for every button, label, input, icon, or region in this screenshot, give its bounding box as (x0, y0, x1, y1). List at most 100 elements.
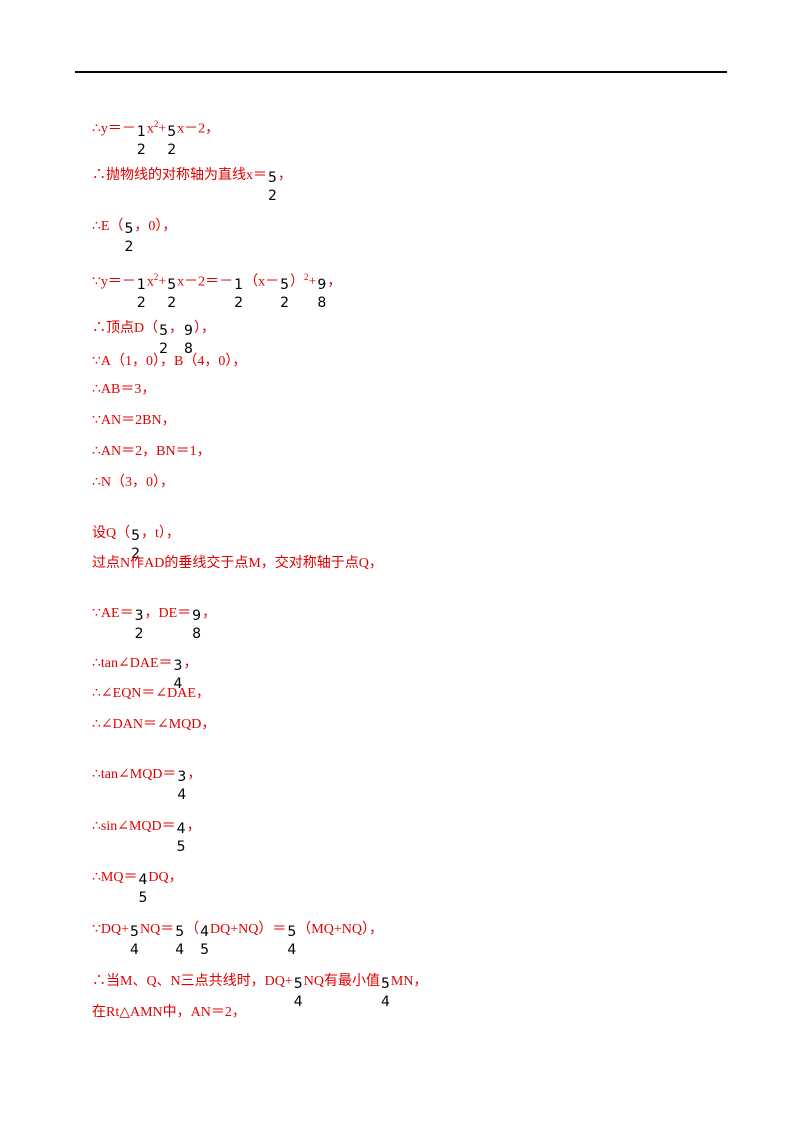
denominator: 2 (268, 188, 277, 204)
text-run: ∴抛物线的对称轴为直线x＝ (92, 168, 267, 183)
denominator: 4 (177, 787, 187, 803)
text-run: 在Rt△AMN中，AN＝2， (92, 1005, 246, 1020)
numerator: 4 (176, 821, 186, 837)
text-run: ∴N（3，0）， (92, 475, 175, 490)
text-run: x (146, 121, 154, 137)
text-line: ∵A（1，0），B（4，0）， (92, 354, 246, 370)
text-run: ∴AB＝3， (92, 382, 156, 397)
text-line: ∴N（3，0）， (92, 475, 174, 491)
text-line: ∴y＝－ 1 2 x2+ 5 2 x－2， (92, 116, 219, 159)
denominator: 2 (124, 239, 134, 255)
numerator: 9 (317, 276, 327, 293)
numerator: 1 (136, 276, 146, 293)
numerator: 1 (136, 123, 146, 140)
text-line: ∵AE＝ 3 2 ，DE＝ 9 8， (92, 606, 216, 643)
denominator: 2 (159, 341, 169, 357)
text-line: 过点N作AD的垂线交于点M，交对称轴于点Q， (92, 556, 383, 572)
numerator: 5 (175, 924, 185, 940)
denominator: 2 (134, 626, 144, 642)
text-run: （ (185, 922, 200, 937)
numerator: 5 (131, 528, 141, 544)
text-run: ， (169, 321, 184, 336)
text-run: ） (290, 274, 305, 290)
text-line: ∵AN＝2BN， (92, 413, 176, 429)
header-rule (75, 71, 727, 73)
denominator: 5 (176, 839, 186, 855)
text-run: ∵DQ+ (92, 922, 130, 937)
text-line: ∴当M、Q、N三点共线时，DQ+ 5 4 NQ有最小值 5 4 MN， (92, 974, 427, 1011)
denominator: 8 (192, 626, 202, 642)
text-run: ，DE＝ (144, 606, 192, 621)
denominator: 4 (130, 942, 139, 958)
superscript: 2 (153, 272, 159, 282)
denominator: 5 (200, 942, 210, 958)
denominator: 2 (280, 294, 290, 311)
text-line: ∴抛物线的对称轴为直线x＝ 5 2， (92, 168, 292, 205)
text-run: DQ+NQ）＝ (210, 922, 287, 937)
denominator: 4 (287, 942, 297, 958)
text-run: ， (327, 274, 342, 290)
numerator: 5 (159, 323, 169, 339)
denominator: 2 (167, 294, 177, 311)
text-run: ，0）， (134, 219, 177, 234)
numerator: 3 (177, 769, 187, 785)
text-run: DQ， (148, 870, 183, 885)
denominator: 4 (380, 994, 390, 1010)
denominator: 8 (317, 294, 327, 311)
text-run: ∴当M、Q、N三点共线时，DQ+ (92, 974, 293, 989)
text-run: ∴sin∠MQD＝ (92, 819, 176, 834)
numerator: 3 (134, 608, 144, 624)
text-line: 设Q（ 5 2 ，t）， (92, 526, 180, 563)
superscript: 2 (153, 119, 159, 129)
text-run: ∵y＝－ (92, 274, 136, 290)
text-run: ∴∠DAN＝∠MQD， (92, 717, 216, 732)
text-run: ∵A（1，0），B（4，0）， (92, 354, 247, 369)
text-run: + (158, 121, 167, 137)
superscript: 2 (304, 272, 309, 282)
text-line: ∴MQ＝ 4 5 DQ， (92, 870, 183, 907)
text-run: ， (202, 606, 217, 621)
text-line: ∴tan∠MQD＝ 3 4， (92, 767, 201, 804)
text-run: x－2， (177, 121, 220, 137)
denominator: 2 (136, 141, 146, 158)
text-line: ∴tan∠DAE＝ 3 4， (92, 656, 197, 693)
numerator: 1 (234, 276, 244, 293)
text-line: 在Rt△AMN中，AN＝2， (92, 1005, 246, 1021)
text-line: ∵y＝－ 1 2 x2+ 5 2 x－2＝－ 1 2 （x－ 5 2 ）2+ 9 8， (92, 269, 341, 312)
text-run: x (146, 274, 154, 290)
text-line: ∴AB＝3， (92, 382, 155, 398)
denominator: 8 (184, 341, 193, 357)
numerator: 5 (380, 976, 390, 992)
text-run: ， (187, 767, 202, 782)
numerator: 4 (138, 872, 148, 888)
text-run: ∴AN＝2，BN＝1， (92, 444, 211, 459)
denominator: 4 (293, 994, 303, 1010)
text-run: + (308, 274, 317, 290)
text-line: ∴AN＝2，BN＝1， (92, 444, 211, 460)
denominator: 2 (136, 294, 146, 311)
text-line: ∴∠EQN＝∠DAE， (92, 686, 210, 702)
text-run: （x－ (244, 274, 280, 290)
numerator: 4 (200, 924, 210, 940)
denominator: 5 (138, 890, 148, 906)
text-run: ∴tan∠MQD＝ (92, 767, 177, 782)
text-run: ， (277, 168, 292, 183)
text-run: ∴tan∠DAE＝ (92, 656, 173, 671)
